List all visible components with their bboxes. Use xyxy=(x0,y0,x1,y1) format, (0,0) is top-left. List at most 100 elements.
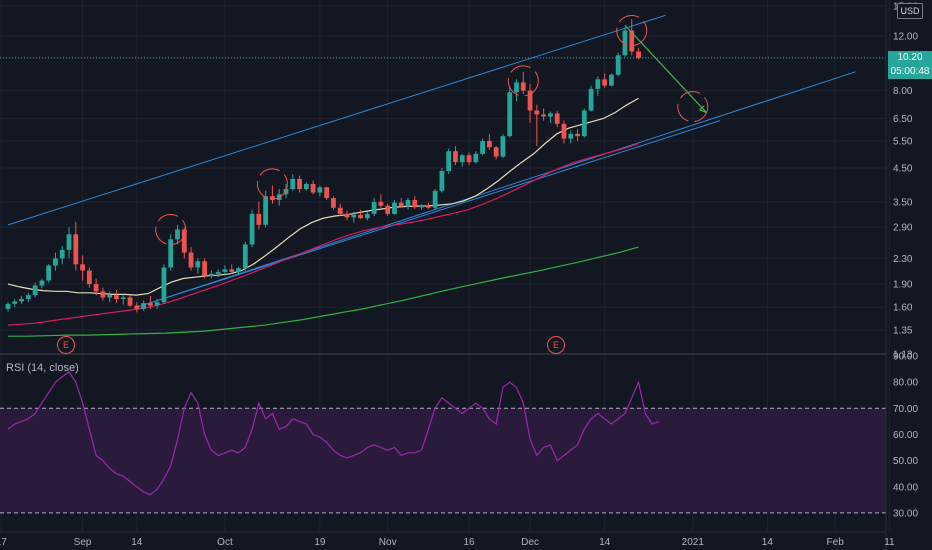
candle xyxy=(215,269,221,278)
candle xyxy=(147,295,153,309)
candle-body xyxy=(595,79,601,89)
candle xyxy=(554,110,560,128)
time-tick-label: 2021 xyxy=(682,537,705,548)
candle-body xyxy=(256,213,262,225)
candle-body xyxy=(290,178,296,190)
sma-long-line xyxy=(8,246,639,337)
candle-body xyxy=(5,303,11,309)
candle-body xyxy=(493,147,499,157)
candle-body xyxy=(480,141,485,154)
time-tick-label: 14 xyxy=(599,537,611,548)
rsi-tick-label: 60.00 xyxy=(893,430,918,441)
candle-body xyxy=(154,302,160,306)
candle xyxy=(290,174,296,191)
candle-body xyxy=(636,51,641,58)
drawings[interactable] xyxy=(155,15,709,246)
candle xyxy=(473,151,479,164)
price-tick-label: 8.00 xyxy=(893,86,913,97)
rsi-tick-label: 40.00 xyxy=(893,482,918,493)
candle xyxy=(507,87,513,138)
time-scale[interactable]: 17 Sep 14 Oct 19 Nov 16 Dec 14 2021 14 Feb 11 xyxy=(0,537,895,548)
candle-body xyxy=(358,214,363,219)
trend-channel[interactable] xyxy=(7,14,856,308)
candle xyxy=(242,241,248,271)
candle-body xyxy=(500,136,506,157)
candle xyxy=(439,168,445,193)
candle-body xyxy=(46,265,52,281)
time-tick-label: 11 xyxy=(884,537,895,548)
candle xyxy=(425,202,431,209)
candle-body xyxy=(351,214,357,218)
candle-body xyxy=(39,280,45,286)
candle xyxy=(168,234,174,271)
candle xyxy=(229,264,235,274)
candle xyxy=(107,291,113,303)
candle xyxy=(175,224,180,245)
rsi-overbought-oversold-band xyxy=(0,408,886,513)
candle-body xyxy=(561,123,567,139)
candle-body xyxy=(242,244,248,269)
earnings-marker[interactable]: E xyxy=(547,336,565,354)
candle-body xyxy=(432,190,438,208)
candle-body xyxy=(344,213,350,218)
candle xyxy=(209,270,214,279)
candle-body xyxy=(581,110,587,137)
rsi-indicator-label[interactable]: RSI (14, close) xyxy=(6,362,79,374)
candle xyxy=(100,287,106,301)
candle xyxy=(548,111,553,123)
time-tick-label: Oct xyxy=(217,537,233,548)
candle-body xyxy=(310,183,316,193)
candle-body xyxy=(168,239,174,268)
candle xyxy=(602,73,608,89)
current-price-tag: 10.20 05:00:48 xyxy=(888,50,932,79)
candle-body xyxy=(331,198,336,208)
candle xyxy=(317,185,323,197)
candle xyxy=(629,19,635,56)
candle-body xyxy=(473,153,479,163)
moving-averages xyxy=(7,97,639,337)
candle xyxy=(615,52,621,77)
candle-body xyxy=(507,92,513,137)
candle-body xyxy=(249,213,255,245)
candle-body xyxy=(554,113,560,124)
candle-body xyxy=(548,113,553,117)
candle xyxy=(344,210,350,221)
candle-body xyxy=(53,258,58,266)
candle xyxy=(378,194,384,208)
candle xyxy=(324,186,330,200)
candle xyxy=(364,211,370,221)
candle-body xyxy=(141,303,146,309)
rsi-scale[interactable]: 90.00 80.00 70.00 60.00 50.00 40.00 30.00 xyxy=(893,352,918,520)
price-tick-label: 1.13 xyxy=(893,350,913,361)
candle xyxy=(80,255,85,281)
candle xyxy=(480,138,485,156)
rsi-tick-label: 30.00 xyxy=(893,508,918,519)
time-tick-label: Sep xyxy=(74,537,92,548)
channel-inner-line xyxy=(136,120,721,308)
candle xyxy=(534,104,540,147)
earnings-marker[interactable]: E xyxy=(57,336,75,354)
candle xyxy=(500,133,506,158)
highlight-circle xyxy=(677,91,709,123)
candle xyxy=(256,201,262,230)
candle xyxy=(86,267,92,288)
currency-label[interactable]: USD xyxy=(897,3,923,19)
highlight-circle xyxy=(616,15,648,47)
candle xyxy=(222,265,228,276)
candle-body xyxy=(459,155,465,163)
candle-body xyxy=(534,110,540,115)
rsi-tick-label: 50.00 xyxy=(893,456,918,467)
candle-body xyxy=(405,199,411,207)
candle-body xyxy=(602,79,608,86)
candle xyxy=(297,175,302,193)
candle-body xyxy=(59,249,65,259)
candle-body xyxy=(175,229,180,240)
candle-body xyxy=(107,295,113,298)
candle xyxy=(514,79,519,102)
time-tick-label: Dec xyxy=(521,537,539,548)
candle xyxy=(32,282,38,298)
candle-body xyxy=(412,199,418,208)
candle xyxy=(541,108,547,121)
candle-body xyxy=(66,234,72,250)
